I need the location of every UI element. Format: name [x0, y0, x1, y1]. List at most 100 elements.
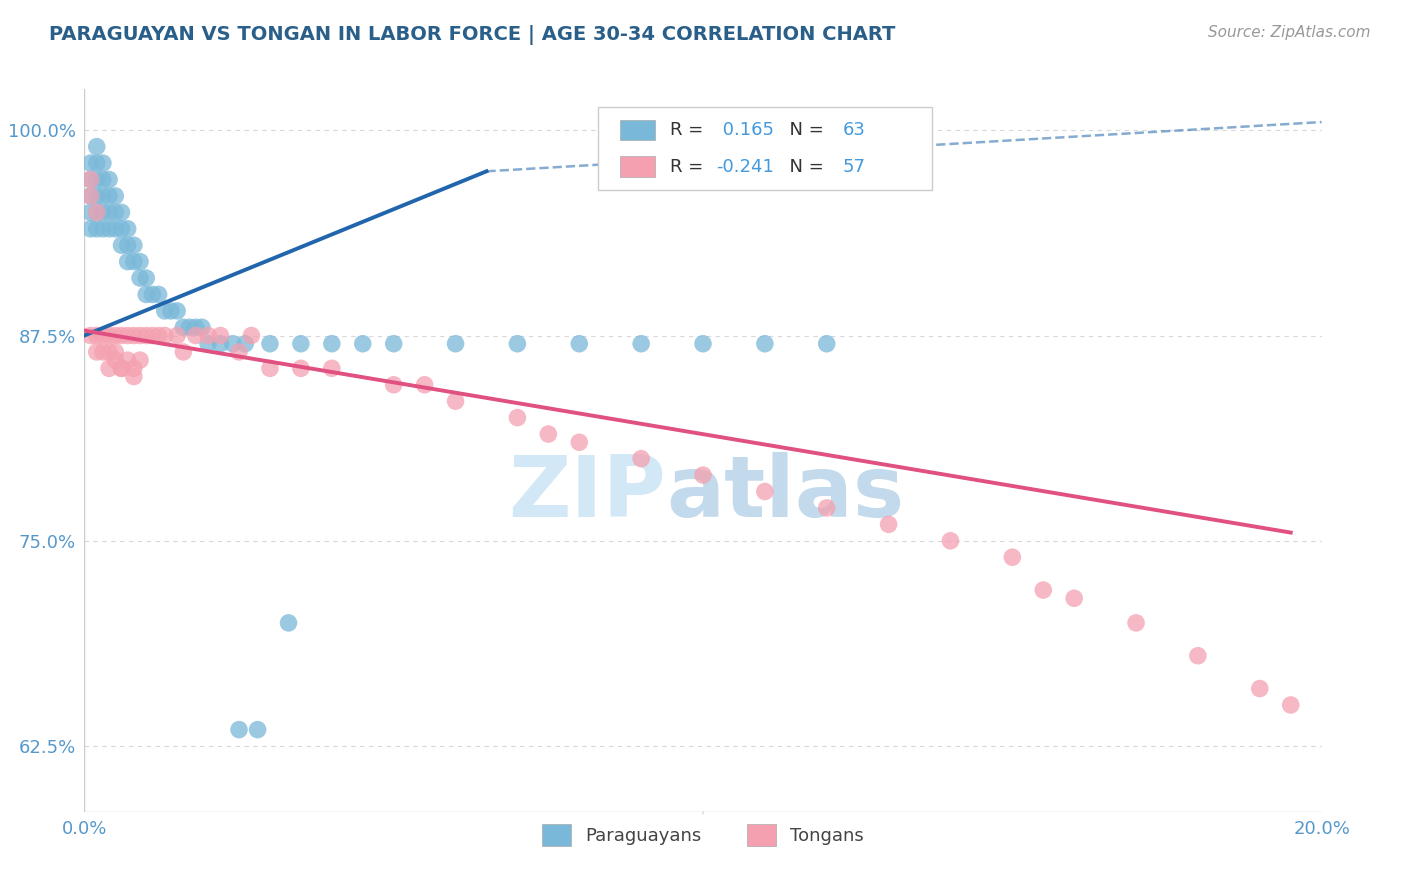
Point: [122, 254, 145, 268]
Point: [352, 336, 374, 351]
Text: 0.165: 0.165: [717, 121, 773, 139]
Legend: Paraguayans, Tongans: Paraguayans, Tongans: [534, 817, 872, 854]
Point: [91, 172, 114, 186]
Point: [1249, 681, 1271, 696]
Point: [135, 328, 157, 343]
Point: [110, 221, 132, 235]
Point: [141, 328, 163, 343]
Point: [98, 205, 121, 219]
Point: [754, 484, 776, 499]
Point: [444, 394, 467, 409]
Point: [568, 435, 591, 450]
Point: [98, 221, 121, 235]
Point: [110, 205, 132, 219]
Point: [413, 377, 436, 392]
Point: [568, 336, 591, 351]
FancyBboxPatch shape: [598, 107, 932, 190]
Point: [166, 304, 188, 318]
Point: [184, 328, 207, 343]
Point: [86, 328, 108, 343]
Point: [506, 410, 529, 425]
Point: [117, 328, 139, 343]
Point: [160, 304, 183, 318]
Text: 57: 57: [842, 158, 866, 176]
Point: [148, 328, 170, 343]
Point: [209, 336, 232, 351]
Point: [240, 328, 263, 343]
Point: [172, 345, 194, 359]
Point: [86, 345, 108, 359]
Point: [98, 172, 121, 186]
Point: [692, 336, 714, 351]
Point: [259, 336, 281, 351]
Point: [537, 427, 560, 442]
Point: [86, 156, 108, 170]
Text: PARAGUAYAN VS TONGAN IN LABOR FORCE | AGE 30-34 CORRELATION CHART: PARAGUAYAN VS TONGAN IN LABOR FORCE | AG…: [49, 25, 896, 45]
Text: Source: ZipAtlas.com: Source: ZipAtlas.com: [1208, 25, 1371, 40]
Text: ZIP: ZIP: [508, 452, 666, 535]
Point: [104, 345, 127, 359]
Point: [79, 172, 101, 186]
Point: [630, 336, 652, 351]
Point: [1279, 698, 1302, 712]
Point: [79, 328, 101, 343]
Point: [135, 271, 157, 285]
Point: [815, 336, 838, 351]
Point: [321, 336, 343, 351]
Point: [122, 369, 145, 384]
Point: [382, 336, 405, 351]
Point: [290, 361, 312, 376]
Point: [104, 205, 127, 219]
Point: [110, 328, 132, 343]
Point: [98, 189, 121, 203]
Point: [506, 336, 529, 351]
FancyBboxPatch shape: [620, 156, 655, 177]
Point: [209, 328, 232, 343]
Point: [222, 336, 245, 351]
Point: [104, 221, 127, 235]
Point: [91, 345, 114, 359]
Point: [86, 205, 108, 219]
Point: [259, 361, 281, 376]
Point: [86, 139, 108, 153]
Point: [110, 361, 132, 376]
Point: [141, 287, 163, 301]
Point: [117, 221, 139, 235]
Point: [153, 304, 176, 318]
Point: [117, 238, 139, 252]
Point: [877, 517, 900, 532]
Point: [321, 361, 343, 376]
Point: [122, 328, 145, 343]
Point: [110, 238, 132, 252]
Point: [1032, 582, 1054, 597]
Point: [184, 320, 207, 334]
Point: [382, 377, 405, 392]
Point: [98, 361, 121, 376]
Text: N =: N =: [779, 158, 830, 176]
Point: [86, 172, 108, 186]
Point: [172, 320, 194, 334]
Point: [98, 328, 121, 343]
Point: [104, 353, 127, 368]
Point: [179, 320, 201, 334]
FancyBboxPatch shape: [620, 120, 655, 141]
Point: [754, 336, 776, 351]
Point: [86, 205, 108, 219]
Point: [91, 328, 114, 343]
Point: [91, 221, 114, 235]
Text: R =: R =: [669, 121, 709, 139]
Point: [1125, 615, 1147, 630]
Point: [86, 221, 108, 235]
Point: [122, 361, 145, 376]
Point: [153, 328, 176, 343]
Point: [228, 345, 250, 359]
Point: [233, 336, 256, 351]
Point: [290, 336, 312, 351]
Text: R =: R =: [669, 158, 709, 176]
Text: -0.241: -0.241: [717, 158, 775, 176]
Point: [91, 205, 114, 219]
Point: [79, 205, 101, 219]
Point: [79, 156, 101, 170]
Point: [1001, 550, 1024, 565]
Point: [129, 271, 152, 285]
